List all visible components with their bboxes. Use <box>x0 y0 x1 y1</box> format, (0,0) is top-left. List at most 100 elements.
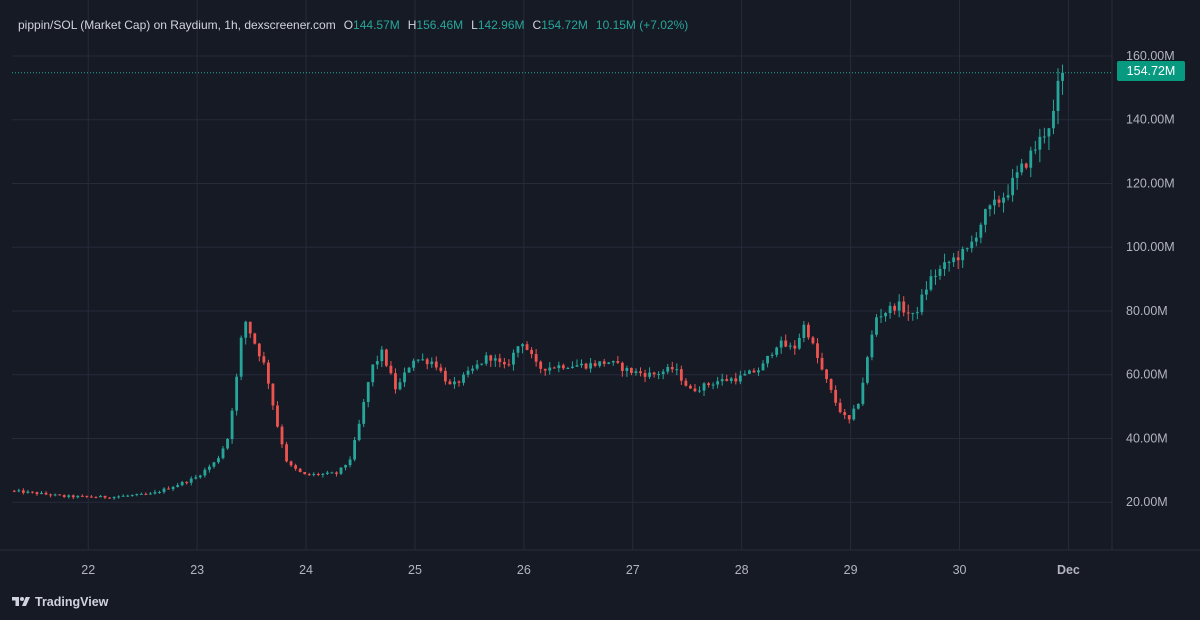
candle-body <box>607 362 611 364</box>
candle-body <box>761 363 765 371</box>
candle-body <box>580 363 583 366</box>
change-value: 10.15M (+7.02%) <box>595 18 689 32</box>
candle-body <box>947 262 951 264</box>
candle-body <box>1024 163 1028 168</box>
candle-body <box>983 209 987 225</box>
candle-body <box>294 465 298 469</box>
candle-body <box>335 472 338 474</box>
candle-body <box>362 402 366 424</box>
candle-body <box>17 490 21 492</box>
candle-body <box>90 496 93 498</box>
candle-body <box>221 448 225 459</box>
y-tick-label: 40.00M <box>1126 431 1168 445</box>
candle-body <box>480 363 484 365</box>
candle-body <box>584 363 588 369</box>
candle-body <box>911 312 915 314</box>
candle-body <box>325 472 329 474</box>
candle-body <box>1015 172 1019 178</box>
grid <box>0 0 1200 551</box>
candle-body <box>879 316 883 318</box>
candle-body <box>425 359 429 365</box>
candle-body <box>679 369 683 381</box>
candle-body <box>548 367 552 371</box>
candle-body <box>80 495 84 497</box>
candle-body <box>307 474 311 476</box>
candle-body <box>203 469 207 476</box>
candle-body <box>180 482 184 486</box>
candle-body <box>443 370 447 382</box>
candle-body <box>512 352 515 365</box>
y-tick-label: 20.00M <box>1126 495 1168 509</box>
candle-body <box>12 490 16 492</box>
symbol-title[interactable]: pippin/SOL (Market Cap) on Raydium, 1h, … <box>18 18 336 32</box>
open-label: O <box>343 18 354 32</box>
candle-body <box>176 485 180 487</box>
candle-body <box>1033 149 1037 151</box>
candle-body <box>26 491 30 493</box>
candle-body <box>126 495 130 497</box>
candle-body <box>1011 177 1015 196</box>
close-label: C <box>532 18 542 32</box>
candle-body <box>248 321 252 334</box>
x-tick-label: 26 <box>517 563 531 577</box>
candle-body <box>144 493 148 495</box>
candle-body <box>99 495 102 498</box>
candle-body <box>58 494 62 496</box>
candle-body <box>693 388 697 392</box>
candle-body <box>158 492 161 494</box>
candle-body <box>630 367 633 373</box>
candle-body <box>934 275 937 277</box>
candle-body <box>870 334 874 358</box>
candle-body <box>303 472 307 475</box>
candle-body <box>171 486 175 490</box>
candle-body <box>371 364 375 383</box>
candle-body <box>167 488 170 490</box>
candle-body <box>521 344 524 347</box>
tradingview-logo-icon <box>12 597 30 606</box>
candle-body <box>861 382 865 404</box>
candle-body <box>707 383 710 386</box>
candle-body <box>266 362 270 384</box>
x-tick-label: 29 <box>844 563 858 577</box>
y-axis[interactable]: 20.00M 40.00M 60.00M 80.00M 100.00M 120.00M 14… <box>1126 49 1175 509</box>
tradingview-brand[interactable]: TradingView <box>11 594 108 610</box>
brand-label: TradingView <box>35 595 109 609</box>
candle-body <box>230 410 234 439</box>
candle-body <box>416 359 420 361</box>
candle-body <box>312 473 316 475</box>
candle-body <box>643 373 647 377</box>
candle-body <box>788 345 792 347</box>
candle-body <box>906 312 910 314</box>
candle-body <box>775 347 779 355</box>
candle-body <box>280 426 284 445</box>
candle-body <box>471 368 475 371</box>
candle-body <box>493 358 497 361</box>
candle-body <box>1006 195 1010 198</box>
candle-body <box>752 370 756 373</box>
y-tick-label: 120.00M <box>1126 176 1175 190</box>
candle-body <box>725 379 729 381</box>
x-axis[interactable]: 22 23 24 25 26 27 28 29 30 Dec <box>81 563 1080 577</box>
candle-body <box>952 257 956 263</box>
candle-body <box>1038 136 1042 150</box>
candle-body <box>748 370 751 374</box>
candle-body <box>530 349 534 355</box>
candle-body <box>852 408 856 420</box>
candle-body <box>67 495 71 497</box>
candle-body <box>793 345 797 349</box>
candle-body <box>893 305 897 311</box>
candle-body <box>779 340 783 348</box>
candle-body <box>589 363 592 369</box>
candle-body <box>466 370 470 375</box>
candle-body <box>698 390 701 392</box>
candle-body <box>366 382 370 403</box>
low-value: 142.96M <box>477 18 525 32</box>
candle-body <box>271 383 275 406</box>
candle-body <box>820 357 824 370</box>
candle-body <box>988 205 992 210</box>
candle-body <box>239 337 243 377</box>
candle-body <box>847 415 851 420</box>
x-tick-label: 28 <box>735 563 749 577</box>
candle-body <box>1056 80 1060 111</box>
